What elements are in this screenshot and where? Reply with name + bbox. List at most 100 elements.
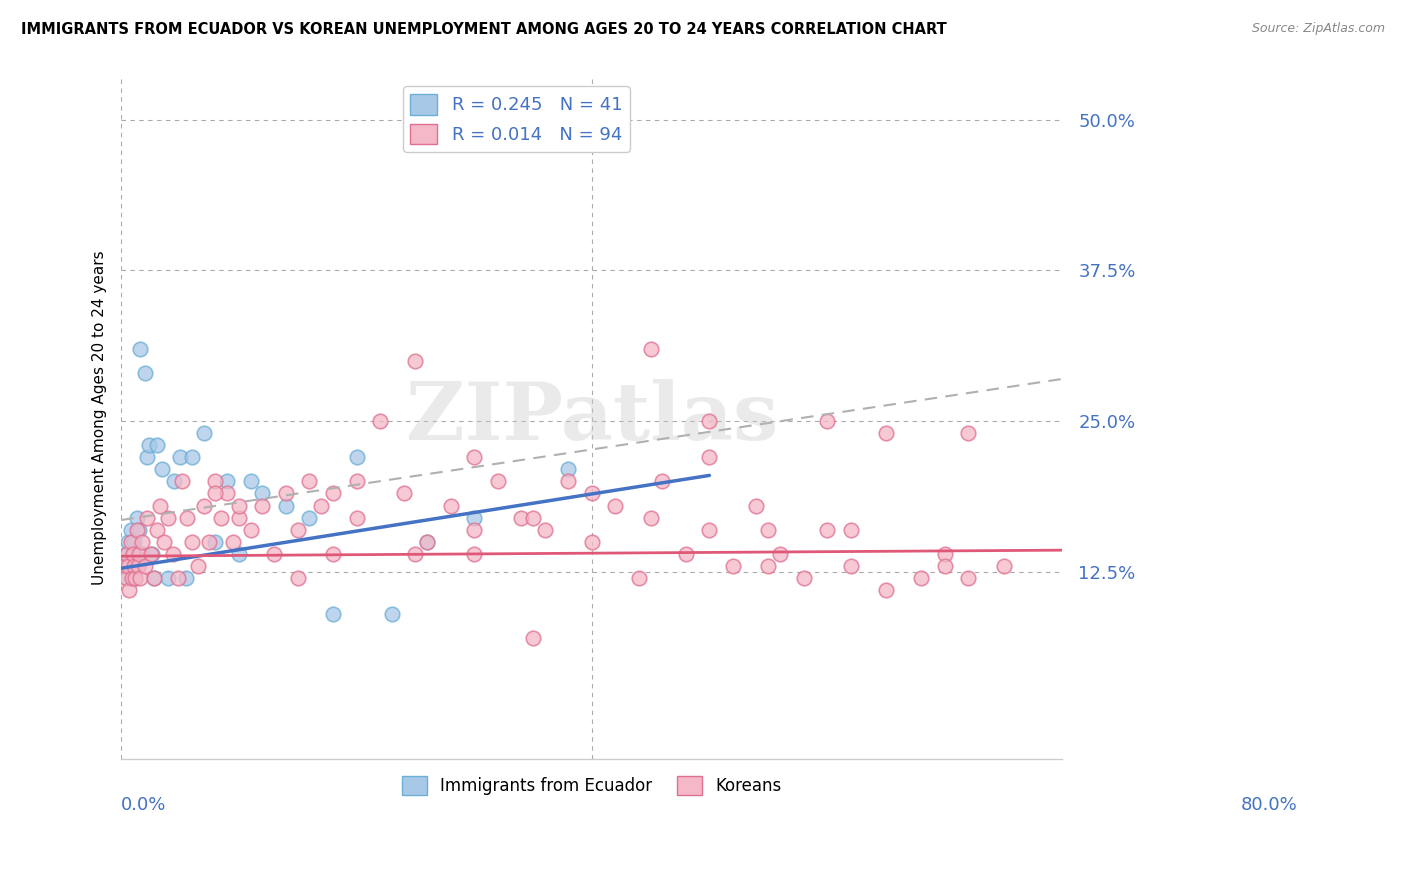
Point [993,558,1015,573]
Point [180,534,202,549]
Point [228,510,250,524]
Point [204,475,226,489]
Point [145,523,167,537]
Point [252,499,274,513]
Point [322,547,344,561]
Point [166,571,188,585]
Point [463,547,485,561]
Point [910,571,932,585]
Point [533,523,555,537]
Point [651,475,673,489]
Point [756,523,779,537]
Point [756,558,779,573]
Point [392,486,415,500]
Point [404,354,426,368]
Point [217,475,239,489]
Point [115,571,138,585]
Point [522,510,544,524]
Point [381,607,404,621]
Text: IMMIGRANTS FROM ECUADOR VS KOREAN UNEMPLOYMENT AMONG AGES 20 TO 24 YEARS CORRELA: IMMIGRANTS FROM ECUADOR VS KOREAN UNEMPL… [21,22,946,37]
Point [136,510,159,524]
Point [522,631,544,645]
Point [204,486,226,500]
Point [141,547,163,561]
Point [117,534,139,549]
Point [839,523,862,537]
Point [815,414,838,428]
Point [129,342,152,356]
Point [209,510,232,524]
Text: 0.0%: 0.0% [121,797,166,814]
Point [143,571,166,585]
Point [287,523,309,537]
Point [131,534,153,549]
Point [769,547,792,561]
Point [439,499,461,513]
Point [274,486,297,500]
Point [228,547,250,561]
Point [114,558,136,573]
Point [510,510,533,524]
Point [198,534,221,549]
Point [169,450,191,465]
Point [152,534,174,549]
Point [581,486,603,500]
Point [416,534,439,549]
Point [163,475,186,489]
Point [139,547,162,561]
Point [557,462,579,476]
Point [117,558,139,573]
Point [627,571,650,585]
Point [131,547,153,561]
Point [172,475,194,489]
Point [581,534,603,549]
Point [287,571,309,585]
Point [640,342,662,356]
Point [122,558,145,573]
Point [793,571,815,585]
Point [120,523,142,537]
Point [721,558,744,573]
Point [675,547,697,561]
Point [134,558,156,573]
Point [222,534,245,549]
Point [228,499,250,513]
Point [134,366,156,380]
Point [309,499,332,513]
Point [129,571,152,585]
Point [152,462,174,476]
Point [699,450,721,465]
Point [145,438,167,452]
Point [180,450,202,465]
Point [486,475,509,489]
Point [122,547,145,561]
Point [128,523,150,537]
Point [463,450,485,465]
Point [118,582,141,597]
Point [115,571,138,585]
Point [557,475,579,489]
Point [346,450,368,465]
Point [143,571,166,585]
Point [239,475,262,489]
Point [176,510,198,524]
Y-axis label: Unemployment Among Ages 20 to 24 years: Unemployment Among Ages 20 to 24 years [93,251,107,585]
Point [699,523,721,537]
Point [957,426,980,441]
Point [149,499,172,513]
Point [957,571,980,585]
Text: 80.0%: 80.0% [1241,797,1298,814]
Point [122,558,145,573]
Point [193,499,215,513]
Point [274,499,297,513]
Point [298,475,321,489]
Point [125,523,148,537]
Point [157,571,180,585]
Point [121,571,143,585]
Point [815,523,838,537]
Point [121,547,143,561]
Point [157,510,180,524]
Point [174,571,197,585]
Point [298,510,321,524]
Point [934,558,956,573]
